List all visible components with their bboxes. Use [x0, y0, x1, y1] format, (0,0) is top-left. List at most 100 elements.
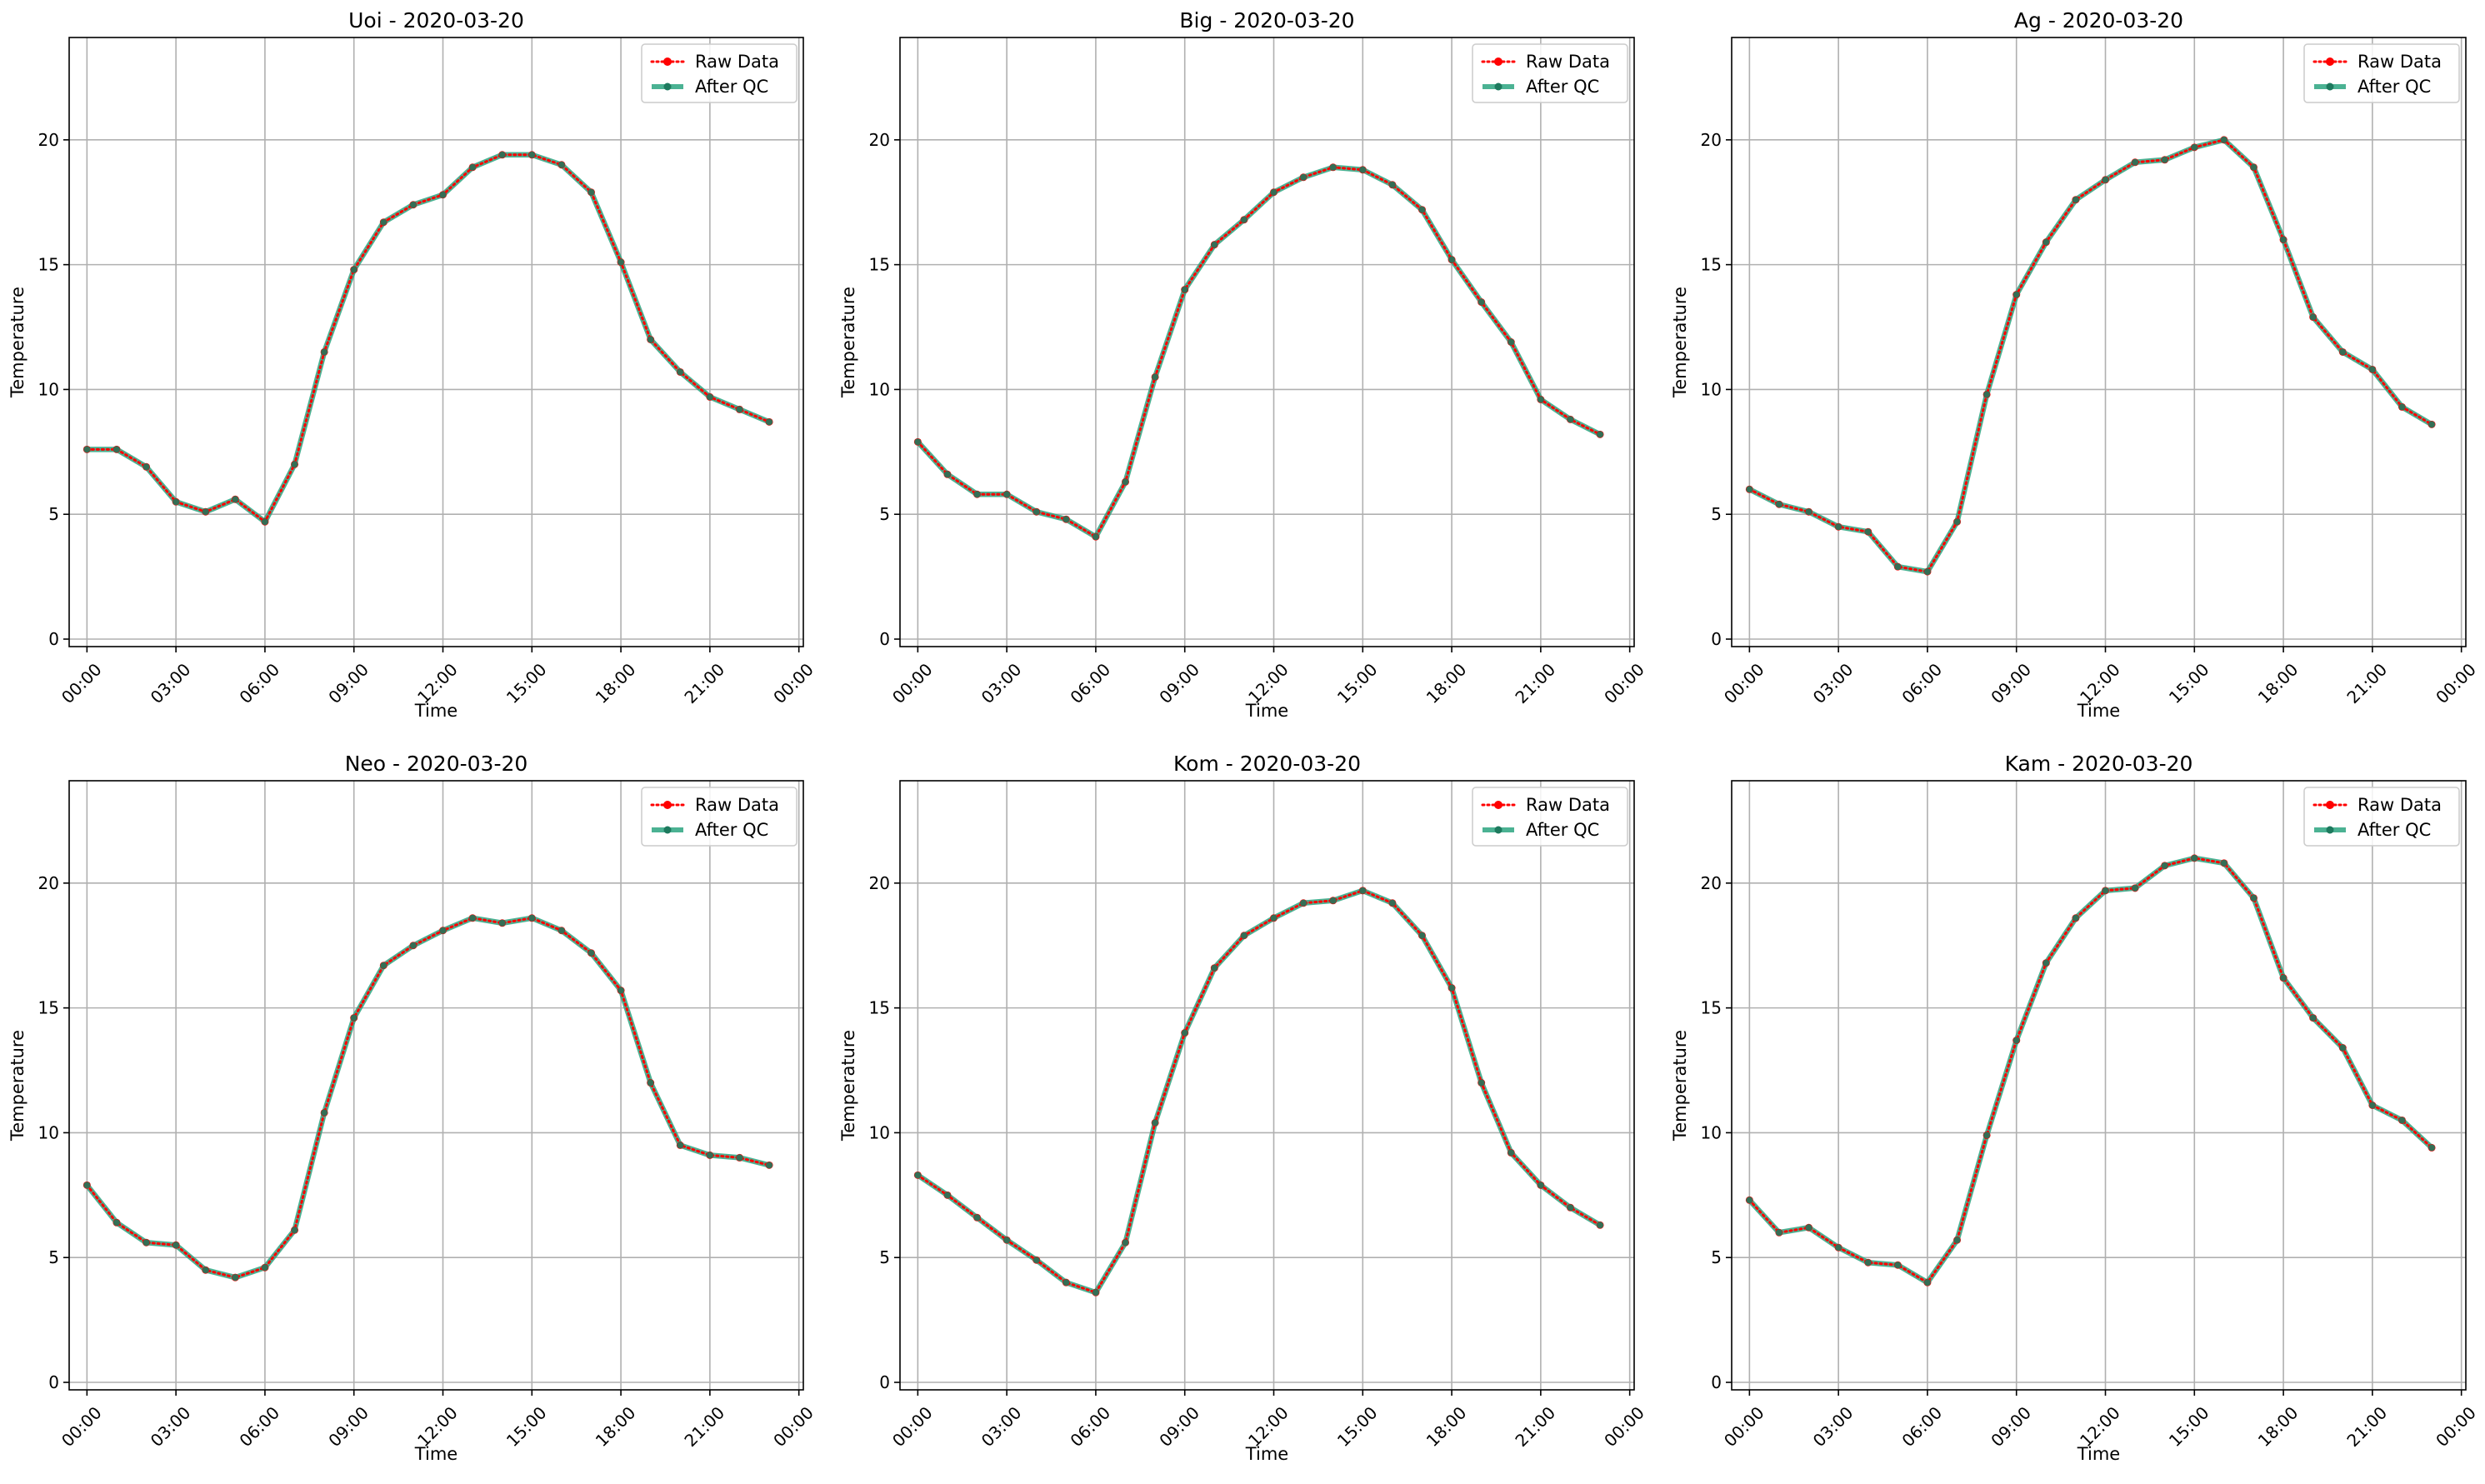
- after-qc-point: [2042, 238, 2050, 246]
- after-qc-point: [1537, 1182, 1544, 1189]
- series-line-after-qc: [915, 164, 1603, 540]
- grid-lines: [900, 37, 1634, 647]
- after-qc-point: [1597, 431, 1604, 438]
- after-qc-point: [1805, 508, 1812, 516]
- after-qc-point: [261, 1264, 268, 1272]
- after-qc-point: [736, 406, 743, 413]
- after-qc-point: [261, 518, 268, 526]
- x-tick-label: 15:00: [502, 1402, 551, 1451]
- after-qc-point: [142, 463, 150, 471]
- after-qc-point: [706, 1152, 713, 1159]
- after-qc-point: [1537, 396, 1544, 403]
- legend: Raw Data After QC: [2303, 43, 2460, 103]
- x-tick-label: 18:00: [1422, 659, 1471, 707]
- after-qc-point: [2161, 156, 2168, 163]
- after-qc-point: [112, 1219, 120, 1227]
- x-tick-label: 21:00: [1511, 1402, 1559, 1451]
- after-qc-point: [1270, 188, 1278, 196]
- axes-frame: [68, 780, 804, 1391]
- after-qc-point: [1122, 1239, 1129, 1247]
- y-tick-label: 20: [869, 130, 890, 150]
- legend-qc-label: After QC: [2358, 77, 2431, 97]
- legend-raw-label: Raw Data: [1526, 52, 1610, 72]
- after-qc-point: [1211, 241, 1218, 248]
- legend-qc-marker: [663, 82, 672, 91]
- after-qc-point: [914, 438, 922, 446]
- after-qc-point: [1003, 1237, 1011, 1244]
- after-qc-point: [439, 927, 447, 934]
- grid-lines: [69, 37, 803, 647]
- x-tick-label: 03:00: [147, 1402, 195, 1451]
- after-qc-point: [350, 1014, 358, 1022]
- after-qc-point: [677, 1142, 684, 1149]
- after-qc-point: [2339, 348, 2347, 356]
- legend: Raw Data After QC: [641, 787, 798, 847]
- after-qc-point: [2132, 158, 2139, 166]
- after-qc-point: [1805, 1224, 1812, 1232]
- grid-lines: [900, 781, 1634, 1390]
- x-tick-label: 21:00: [2342, 659, 2391, 707]
- x-tick-label: 18:00: [2254, 659, 2302, 707]
- legend-qc-label: After QC: [2358, 820, 2431, 840]
- series-line-raw-data: [916, 889, 1602, 1294]
- after-qc-point: [1983, 1132, 1991, 1139]
- legend-raw-marker: [2326, 801, 2334, 809]
- legend-raw-label: Raw Data: [2358, 52, 2442, 72]
- x-tick-label: 00:00: [888, 659, 937, 707]
- after-qc-point: [2280, 236, 2288, 243]
- after-qc-point: [1983, 391, 1991, 398]
- legend-raw-marker: [663, 57, 672, 66]
- after-qc-point: [1894, 1262, 1902, 1269]
- after-qc-point: [498, 919, 506, 927]
- grid-lines: [1732, 781, 2466, 1390]
- after-qc-point: [232, 496, 239, 503]
- x-tick-label: 09:00: [1155, 1402, 1203, 1451]
- after-qc-point: [2102, 176, 2109, 183]
- legend: Raw Data After QC: [2303, 787, 2460, 847]
- legend: Raw Data After QC: [1472, 43, 1628, 103]
- legend-raw-marker: [2326, 57, 2334, 66]
- y-axis-label: Temperature: [8, 1030, 28, 1142]
- after-qc-point: [1864, 1259, 1872, 1267]
- y-tick-label: 20: [38, 873, 59, 893]
- subplot-title: Kom - 2020-03-20: [1173, 752, 1361, 776]
- y-tick-label: 0: [1711, 1372, 1722, 1392]
- y-tick-label: 5: [48, 504, 59, 524]
- x-tick-label: 06:00: [1898, 1402, 1946, 1451]
- legend-qc-label: After QC: [1526, 77, 1599, 97]
- series-line-raw-data: [916, 166, 1602, 539]
- y-tick-label: 20: [1701, 873, 1722, 893]
- after-qc-point: [2012, 1037, 2020, 1044]
- y-tick-label: 10: [1701, 379, 1722, 399]
- x-tick-label: 15:00: [1333, 1402, 1382, 1451]
- after-qc-point: [1032, 508, 1040, 516]
- x-tick-label: 03:00: [978, 1402, 1026, 1451]
- after-qc-point: [1329, 163, 1337, 171]
- after-qc-point: [647, 1079, 654, 1087]
- after-qc-point: [1448, 256, 1456, 263]
- y-tick-label: 10: [869, 1122, 890, 1142]
- series-line-after-qc: [1747, 855, 2435, 1286]
- after-qc-point: [2161, 862, 2168, 869]
- y-tick-label: 5: [1711, 1247, 1722, 1267]
- after-qc-point: [409, 201, 417, 208]
- x-axis-label: Time: [1245, 701, 1288, 721]
- after-qc-point: [914, 1172, 922, 1179]
- y-axis-label: Temperature: [8, 287, 28, 398]
- x-tick-label: 09:00: [1987, 1402, 2035, 1451]
- after-qc-point: [2250, 894, 2258, 902]
- after-qc-point: [1775, 1229, 1782, 1237]
- after-qc-point: [1181, 286, 1188, 293]
- after-qc-point: [1597, 1222, 1604, 1229]
- x-tick-label: 18:00: [592, 1402, 640, 1451]
- y-tick-label: 15: [1701, 255, 1722, 275]
- after-qc-point: [1152, 373, 1159, 381]
- x-tick-label: 21:00: [680, 659, 728, 707]
- after-qc-point: [1092, 533, 1099, 541]
- after-qc-point: [1032, 1257, 1040, 1264]
- after-qc-point: [1240, 932, 1248, 939]
- legend-qc-marker: [1494, 826, 1502, 834]
- after-qc-point: [1359, 887, 1367, 894]
- legend-raw-label: Raw Data: [2358, 795, 2442, 815]
